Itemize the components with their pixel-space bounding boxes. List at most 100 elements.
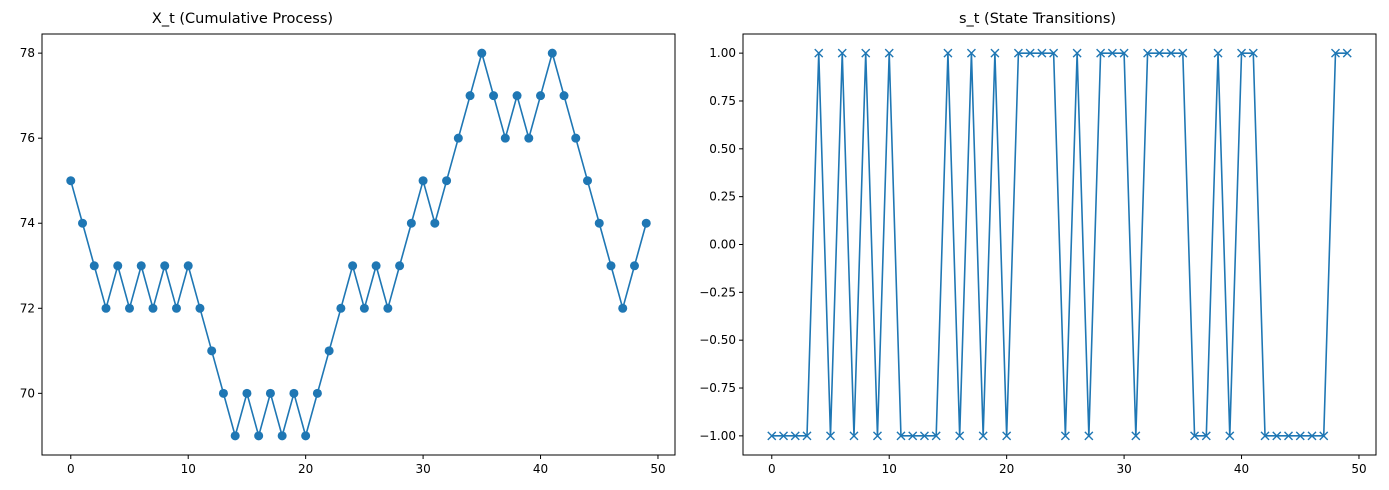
data-point bbox=[78, 218, 88, 228]
data-point bbox=[1131, 431, 1141, 441]
data-point bbox=[919, 431, 929, 441]
data-point bbox=[1330, 48, 1340, 58]
data-point bbox=[148, 303, 158, 313]
data-point bbox=[277, 431, 287, 441]
data-point bbox=[861, 48, 871, 58]
data-point bbox=[265, 388, 275, 398]
data-point bbox=[1060, 431, 1070, 441]
y-tick-label: 1.00 bbox=[709, 46, 736, 60]
data-point bbox=[1178, 48, 1188, 58]
data-point bbox=[242, 388, 252, 398]
data-point bbox=[559, 91, 569, 101]
data-point bbox=[606, 261, 616, 271]
x-tick-label: 0 bbox=[768, 462, 776, 476]
data-point bbox=[312, 388, 322, 398]
data-point bbox=[1154, 48, 1164, 58]
data-point bbox=[814, 48, 824, 58]
data-point bbox=[1225, 431, 1235, 441]
data-point bbox=[406, 218, 416, 228]
axes-frame bbox=[41, 33, 676, 456]
data-point bbox=[124, 303, 134, 313]
data-point bbox=[1213, 48, 1223, 58]
x-tick-label: 50 bbox=[650, 462, 665, 476]
data-point bbox=[477, 48, 487, 58]
data-point bbox=[359, 303, 369, 313]
data-point bbox=[465, 91, 475, 101]
data-point bbox=[943, 48, 953, 58]
y-tick-label: 0.75 bbox=[709, 94, 736, 108]
data-point bbox=[790, 431, 800, 441]
x-tick-label: 50 bbox=[1351, 462, 1366, 476]
data-point bbox=[89, 261, 99, 271]
y-tick-label: 72 bbox=[20, 301, 35, 315]
data-point bbox=[230, 431, 240, 441]
data-point bbox=[383, 303, 393, 313]
x-tick-label: 40 bbox=[533, 462, 548, 476]
data-point bbox=[1143, 48, 1153, 58]
data-point bbox=[348, 261, 358, 271]
data-point bbox=[896, 431, 906, 441]
data-point bbox=[966, 48, 976, 58]
data-point bbox=[453, 133, 463, 143]
chart-panel-state-transitions: s_t (State Transitions) 0 10 20 30 40 50 −1.00… bbox=[699, 11, 1377, 476]
series-line bbox=[771, 52, 1348, 437]
data-point bbox=[594, 218, 604, 228]
data-point bbox=[66, 176, 76, 186]
data-point bbox=[101, 303, 111, 313]
chart-title: s_t (State Transitions) bbox=[959, 11, 1116, 27]
data-point bbox=[618, 303, 628, 313]
y-tick-label: −0.25 bbox=[699, 285, 736, 299]
data-point bbox=[1084, 431, 1094, 441]
data-point bbox=[884, 48, 894, 58]
data-point bbox=[583, 176, 593, 186]
data-point bbox=[849, 431, 859, 441]
data-point bbox=[171, 303, 181, 313]
data-point bbox=[1248, 48, 1258, 58]
data-point bbox=[802, 431, 812, 441]
x-tick-label: 0 bbox=[67, 462, 75, 476]
data-point bbox=[1272, 431, 1282, 441]
data-point bbox=[837, 48, 847, 58]
data-point bbox=[641, 218, 651, 228]
data-point bbox=[825, 431, 835, 441]
data-point bbox=[1002, 431, 1012, 441]
data-point bbox=[1072, 48, 1082, 58]
data-point bbox=[324, 346, 334, 356]
x-tick-label: 40 bbox=[1234, 462, 1249, 476]
data-point bbox=[1201, 431, 1211, 441]
y-tick-label: 70 bbox=[20, 386, 35, 400]
data-point bbox=[1295, 431, 1305, 441]
x-tick-label: 10 bbox=[181, 462, 196, 476]
y-tick-label: −1.00 bbox=[699, 429, 736, 443]
data-point bbox=[524, 133, 534, 143]
x-tick-label: 30 bbox=[1116, 462, 1131, 476]
y-tick-label: 0.50 bbox=[709, 142, 736, 156]
data-point bbox=[207, 346, 217, 356]
y-tick-label: −0.75 bbox=[699, 381, 736, 395]
data-point bbox=[195, 303, 205, 313]
data-point bbox=[512, 91, 522, 101]
data-point bbox=[489, 91, 499, 101]
data-point bbox=[218, 388, 228, 398]
data-point bbox=[136, 261, 146, 271]
data-point bbox=[442, 176, 452, 186]
data-point bbox=[1342, 48, 1352, 58]
y-tick-label: 74 bbox=[20, 216, 35, 230]
data-point bbox=[978, 431, 988, 441]
data-point bbox=[1096, 48, 1106, 58]
data-point bbox=[113, 261, 123, 271]
x-tick-label: 30 bbox=[415, 462, 430, 476]
data-point bbox=[336, 303, 346, 313]
data-point bbox=[301, 431, 311, 441]
data-point bbox=[1260, 431, 1270, 441]
data-point bbox=[1284, 431, 1294, 441]
series-line bbox=[69, 52, 648, 437]
data-point bbox=[183, 261, 193, 271]
data-point bbox=[1190, 431, 1200, 441]
data-point bbox=[629, 261, 639, 271]
data-point bbox=[547, 48, 557, 58]
data-point bbox=[1037, 48, 1047, 58]
data-point bbox=[160, 261, 170, 271]
y-tick-label: 78 bbox=[20, 46, 35, 60]
